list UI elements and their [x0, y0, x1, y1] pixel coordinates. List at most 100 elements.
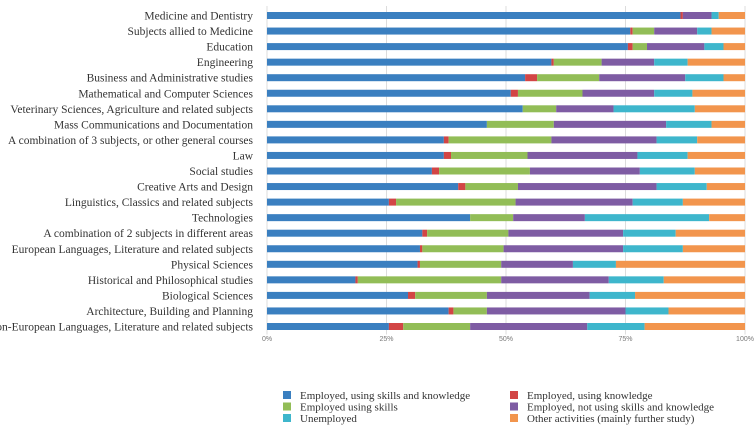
category-label: A combination of 3 subjects, or other ge… — [8, 135, 253, 147]
bar-segment — [706, 183, 745, 191]
bar-segment — [525, 74, 538, 82]
category-label: Education — [206, 42, 253, 54]
bar-segment — [584, 214, 710, 222]
legend-swatch — [283, 402, 291, 411]
bar-segment — [267, 58, 552, 66]
bar-segment — [443, 151, 452, 159]
bar-segment — [647, 43, 705, 51]
bar-segment — [267, 183, 459, 191]
category-label: Technologies — [192, 213, 254, 225]
bar-segment — [697, 136, 745, 144]
bar-segment — [267, 43, 628, 51]
bar-segment — [654, 58, 688, 66]
bar-segment — [627, 43, 633, 51]
bar-segment — [675, 229, 745, 237]
bar-segment — [439, 167, 530, 175]
legend-label: Employed, using skills and knowledge — [300, 390, 470, 402]
bar-segment — [486, 307, 626, 315]
x-tick-label: 75% — [618, 336, 632, 343]
category-label: Physical Sciences — [171, 259, 254, 271]
bar-segment — [527, 151, 638, 159]
bar-segment — [656, 183, 707, 191]
bar-segment — [443, 136, 449, 144]
bar-segment — [267, 89, 511, 97]
bar-segment — [623, 245, 683, 253]
bar-segment — [599, 74, 686, 82]
bar-segment — [501, 260, 573, 268]
bar-segment — [687, 58, 745, 66]
bar-segment — [666, 120, 712, 128]
category-label: Veterinary Sciences, Agriculture and rel… — [10, 104, 253, 116]
bar-segment — [267, 276, 356, 284]
bar-segment — [458, 183, 466, 191]
legend-swatch — [283, 414, 291, 422]
legend-label: Unemployed — [300, 413, 357, 425]
legend-swatch — [510, 391, 518, 399]
bar-segment — [529, 167, 640, 175]
bar-segment — [515, 198, 633, 206]
bar-segment — [723, 74, 745, 82]
bar-segment — [470, 214, 514, 222]
bar-segment — [589, 291, 636, 299]
category-label: Mathematical and Computer Sciences — [78, 88, 253, 100]
bar-segment — [685, 74, 724, 82]
bar-segment — [453, 307, 487, 315]
bar-segment — [694, 167, 745, 175]
bar-segment — [582, 89, 655, 97]
category-label: Medicine and Dentistry — [144, 11, 253, 23]
bar-segment — [267, 167, 432, 175]
category-label: Engineering — [197, 57, 253, 69]
bar-segment — [537, 74, 600, 82]
category-label: European Languages, Literature and relat… — [12, 244, 254, 256]
bar-segment — [522, 105, 557, 113]
category-label: Linguistics, Classics and related subjec… — [65, 197, 254, 209]
bar-segment — [654, 27, 698, 35]
bar-segment — [267, 214, 471, 222]
bar-segment — [486, 120, 554, 128]
legend-label: Other activities (mainly further study) — [527, 413, 695, 425]
legend-swatch — [283, 391, 291, 399]
x-tick-label: 0% — [262, 336, 272, 343]
category-label: Business and Administrative studies — [87, 73, 254, 85]
bar-segment — [692, 89, 745, 97]
bar-segment — [267, 74, 526, 82]
bar-segment — [711, 12, 719, 19]
bar-segment — [625, 307, 669, 315]
bar-segment — [267, 105, 523, 113]
x-tick-label: 50% — [499, 336, 513, 343]
bar-segment — [388, 323, 404, 330]
bar-segment — [632, 27, 655, 35]
bar-segment — [697, 27, 712, 35]
legend-swatch — [510, 402, 518, 411]
bar-segment — [711, 27, 745, 35]
legend-label: Employed using skills — [300, 402, 398, 414]
bar-segment — [408, 291, 416, 299]
bars — [267, 12, 745, 330]
bar-segment — [267, 27, 631, 35]
bar-segment — [501, 276, 609, 284]
bar-segment — [551, 136, 657, 144]
category-label: Social studies — [189, 166, 253, 178]
bar-segment — [704, 43, 724, 51]
bar-segment — [587, 323, 645, 330]
category-label: Non-European Languages, Literature and r… — [0, 322, 254, 334]
bar-segment — [601, 58, 655, 66]
bar-segment — [663, 276, 745, 284]
bar-segment — [718, 12, 745, 19]
category-label: A combination of 2 subjects in different… — [43, 228, 253, 240]
legend: Employed, using skills and knowledge Empl… — [283, 390, 714, 425]
x-tick-label: 25% — [379, 336, 393, 343]
bar-segment — [465, 183, 518, 191]
bar-segment — [470, 323, 588, 330]
category-label: Law — [233, 150, 254, 162]
bar-segment — [267, 323, 389, 330]
bar-segment — [613, 105, 695, 113]
legend-label: Employed, using knowledge — [527, 390, 653, 402]
bar-segment — [687, 151, 745, 159]
bar-segment — [623, 229, 676, 237]
category-label: Creative Arts and Design — [137, 182, 253, 194]
bar-segment — [508, 229, 624, 237]
bar-segment — [388, 198, 397, 206]
bar-segment — [267, 136, 444, 144]
bar-segment — [608, 276, 664, 284]
